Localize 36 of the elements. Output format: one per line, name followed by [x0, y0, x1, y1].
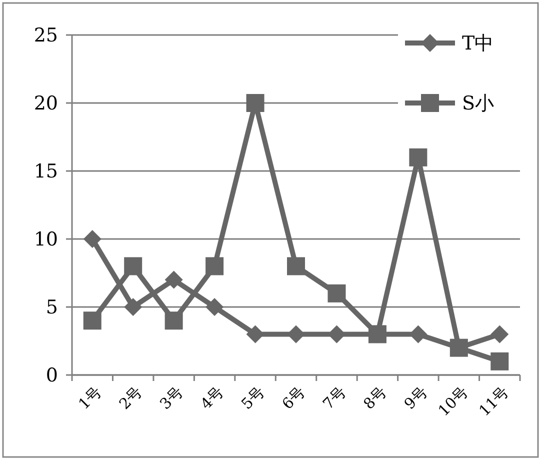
x-tick-label: 9号 — [400, 382, 431, 413]
point — [368, 325, 386, 344]
point — [124, 257, 142, 276]
x-tick-label: 11号 — [475, 382, 512, 420]
legend-label: S小 — [462, 92, 494, 115]
point — [328, 284, 346, 302]
point — [450, 338, 468, 357]
y-tick-label: 5 — [46, 296, 58, 319]
x-tick-label: 4号 — [197, 382, 228, 413]
point — [409, 148, 428, 166]
legend-label: T中 — [462, 32, 494, 55]
point — [206, 257, 224, 276]
y-tick-label: 10 — [34, 228, 58, 251]
y-tick-label: 0 — [46, 364, 58, 387]
point — [164, 270, 183, 289]
x-tick-label: 6号 — [278, 382, 309, 413]
point — [206, 298, 224, 316]
x-tick-label: 3号 — [156, 382, 186, 413]
point — [490, 325, 509, 344]
point — [287, 325, 305, 344]
x-tick-label: 5号 — [238, 382, 268, 413]
point — [83, 312, 102, 330]
x-tick-label: 7号 — [319, 382, 350, 413]
y-tick-label: 25 — [34, 24, 58, 47]
x-tick-label: 10号 — [434, 382, 472, 420]
x-tick-label: 1号 — [74, 382, 105, 413]
point — [164, 312, 183, 330]
x-tick-label: 2号 — [116, 382, 146, 413]
x-tick-label: 8号 — [360, 382, 390, 413]
point — [246, 94, 264, 112]
y-tick-label: 20 — [34, 92, 58, 115]
point — [124, 298, 142, 316]
point — [287, 257, 305, 276]
point — [83, 230, 102, 248]
y-tick-label: 15 — [34, 160, 58, 183]
point — [490, 352, 509, 370]
